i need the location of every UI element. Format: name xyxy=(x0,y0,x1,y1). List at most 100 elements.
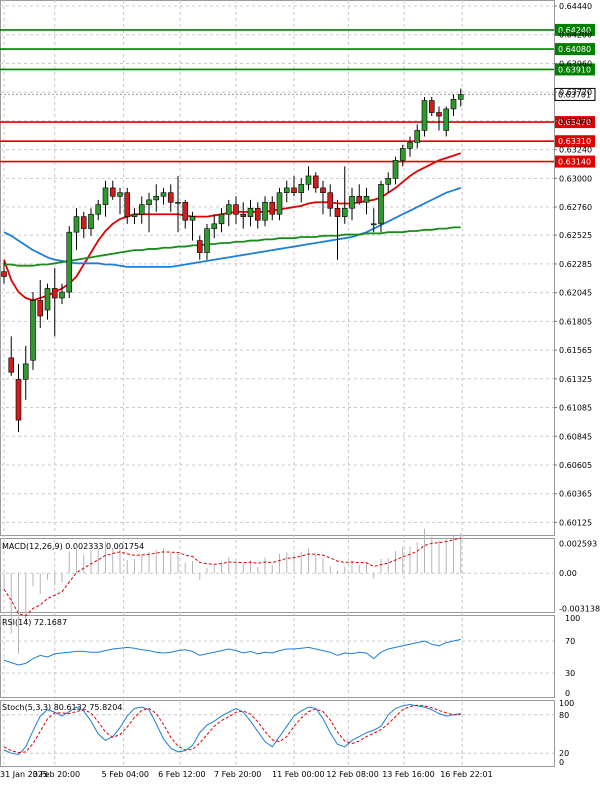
rsi-line xyxy=(3,638,461,666)
stoch-label: Stoch(5,3,3) 80.6132 75.8204 xyxy=(2,703,122,712)
candle-body xyxy=(414,130,421,143)
candle-body xyxy=(175,201,181,204)
time-label: 13 Feb 16:00 xyxy=(382,770,434,779)
candle-body xyxy=(73,216,80,233)
current-price-tag xyxy=(554,87,596,101)
candle-body xyxy=(109,187,116,197)
macd-signal-line xyxy=(3,537,461,617)
candle-body xyxy=(457,94,464,100)
rsi-pane: RSI(14) 72.1687 xyxy=(0,618,554,674)
stoch-tick-label: 100 xyxy=(559,699,574,708)
candle-body xyxy=(138,204,145,215)
price-tick-label: 0.63480 xyxy=(559,117,592,126)
candle-body xyxy=(378,184,384,225)
candle-body xyxy=(196,240,203,253)
candle-body xyxy=(167,192,174,203)
candle-body xyxy=(211,223,218,229)
price-tick-label: 0.62525 xyxy=(559,231,592,240)
candle-body xyxy=(59,291,65,299)
candle-body xyxy=(80,216,87,229)
stoch-tick-label: 80 xyxy=(559,711,569,720)
rsi-tick-label: 70 xyxy=(565,637,575,646)
candle-body xyxy=(436,112,442,117)
level-label: 0.64240 xyxy=(558,26,591,35)
candle-body xyxy=(160,192,167,197)
level-tag xyxy=(555,63,595,76)
candle-body xyxy=(320,187,326,193)
candle-body xyxy=(291,187,297,193)
candle-body xyxy=(182,201,189,221)
stoch-axis: 100 80 200 xyxy=(559,699,574,767)
moving-averages xyxy=(3,152,462,302)
macd-tick-label: 0.002593 xyxy=(559,539,597,548)
candle-body xyxy=(95,204,102,215)
price-pane-frame xyxy=(0,0,555,536)
price-tick-label: 0.61325 xyxy=(559,375,592,384)
level-tag xyxy=(555,23,595,36)
macd-label: MACD(12,26,9) 0.002333 0.001754 xyxy=(2,542,144,551)
rsi-label: RSI(14) 72.1687 xyxy=(2,618,67,627)
moving-average-line xyxy=(3,187,462,268)
rsi-axis: 100 70 30 0 xyxy=(565,614,580,698)
candle-body xyxy=(117,192,123,197)
candle-body xyxy=(51,288,58,299)
candle-body xyxy=(254,207,261,221)
candle-body xyxy=(225,204,232,215)
candle-body xyxy=(240,213,247,217)
candle-body xyxy=(450,99,457,110)
price-tick-label: 0.60365 xyxy=(559,490,592,499)
stoch-tick-label: 0 xyxy=(559,758,564,767)
candle-body xyxy=(421,100,428,131)
macd-tick-label: -0.003138 xyxy=(559,605,600,614)
rsi-tick-label: 0 xyxy=(565,689,570,698)
time-label: 11 Feb 00:00 xyxy=(272,770,324,779)
candle-body xyxy=(189,216,196,221)
candle-body xyxy=(283,187,290,193)
stoch-k-line xyxy=(3,704,461,756)
stoch-pane-frame xyxy=(0,700,555,767)
price-tick-label: 0.60605 xyxy=(559,461,592,470)
level-label: 0.63140 xyxy=(558,158,591,167)
candle-body xyxy=(276,192,283,215)
candle-body xyxy=(146,199,152,205)
price-tick-label: 0.63240 xyxy=(559,146,592,155)
candle-body xyxy=(218,213,225,225)
candle-body xyxy=(392,160,399,179)
candle-body xyxy=(269,201,276,215)
time-label: 12 Feb 08:00 xyxy=(326,770,378,779)
level-tag xyxy=(555,116,595,129)
candle-body xyxy=(262,201,268,221)
level-tag xyxy=(555,43,595,56)
candle-body xyxy=(22,363,29,380)
horizontal-levels[interactable]: 0.64240 0.64080 0.63910 0.63470 0.63310 0.631… xyxy=(0,23,596,168)
time-label: 5 Feb 04:00 xyxy=(102,770,149,779)
stoch-tick-label: 20 xyxy=(559,749,569,758)
candle-body xyxy=(44,288,51,311)
price-tick-label: 0.63720 xyxy=(559,88,592,97)
candle-body xyxy=(8,357,15,373)
candle-body xyxy=(399,148,406,161)
time-label: 7 Feb 20:00 xyxy=(214,770,261,779)
candle-body xyxy=(298,184,305,193)
candle-body xyxy=(363,195,370,203)
candle-body xyxy=(407,142,413,149)
price-tick-label: 0.62760 xyxy=(559,203,592,212)
candle-body xyxy=(443,108,450,131)
time-label: 16 Feb 22:01 xyxy=(440,770,492,779)
candle-body xyxy=(370,223,377,226)
level-label: 0.63470 xyxy=(558,118,591,127)
candle-body xyxy=(349,195,355,209)
price-tick-label: 0.64200 xyxy=(559,31,592,40)
candle-body xyxy=(153,195,160,201)
candle-body xyxy=(124,192,131,217)
candle-body xyxy=(37,300,44,317)
moving-average-line xyxy=(4,226,461,267)
price-tick-label: 0.60845 xyxy=(559,432,592,441)
price-axis: 0.64440 0.64200 0.63960 0.63720 0.63480 0.632… xyxy=(554,2,592,527)
candle-body xyxy=(102,187,109,205)
candle-body xyxy=(66,231,73,293)
moving-average-line xyxy=(3,152,462,302)
